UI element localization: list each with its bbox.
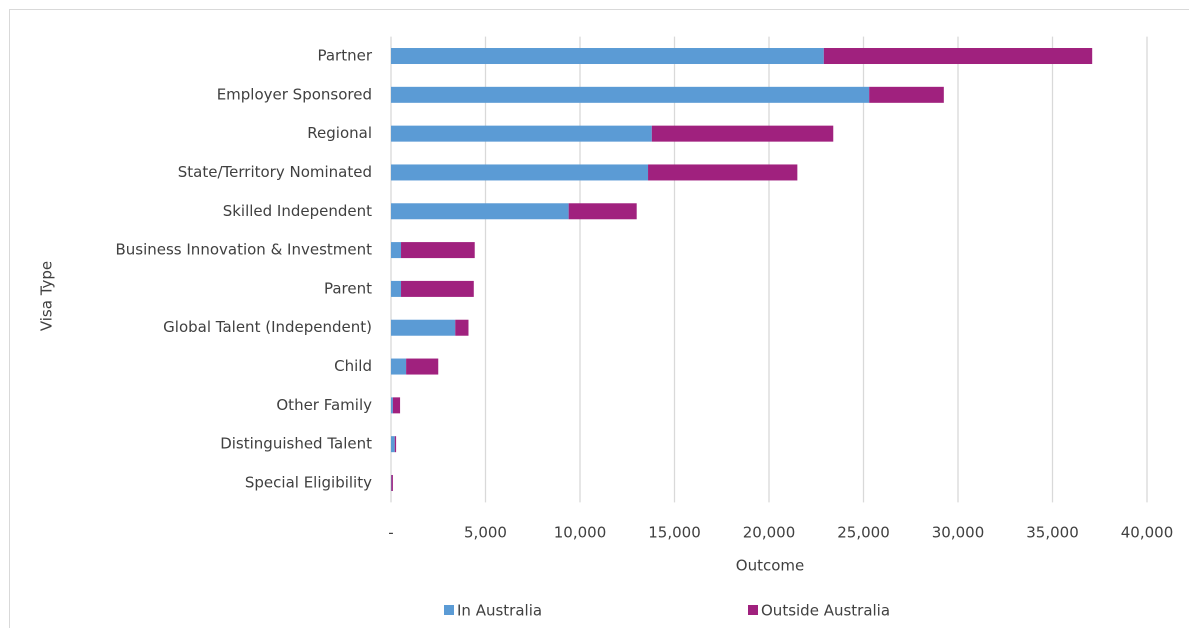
x-tick-label: 30,000 [932, 524, 985, 542]
y-tick-label: Other Family [276, 396, 372, 414]
y-tick-label: Skilled Independent [223, 202, 372, 220]
bar-segment [651, 125, 834, 142]
y-tick-label: Regional [307, 124, 372, 142]
y-axis-title: Visa Type [38, 261, 56, 331]
x-tick-label: 10,000 [554, 524, 607, 542]
bar-segment [391, 125, 652, 142]
y-tick-label: State/Territory Nominated [178, 163, 372, 181]
bar-segment [391, 203, 569, 220]
x-tick-label: 15,000 [648, 524, 701, 542]
bar-segment [455, 319, 469, 336]
bar-segment [391, 474, 393, 491]
bar-segment [391, 48, 824, 65]
bar-segment [391, 164, 649, 181]
x-tick-label: 35,000 [1026, 524, 1079, 542]
x-tick-label: 40,000 [1121, 524, 1174, 542]
bar-segment [391, 242, 402, 259]
bar-segment [391, 358, 407, 375]
bar-segment [391, 280, 402, 297]
y-tick-label: Business Innovation & Investment [115, 241, 372, 259]
bar-segment [823, 48, 1093, 65]
y-tick-label: Child [334, 357, 372, 375]
bar-segment [869, 86, 944, 103]
bar-segment [391, 319, 456, 336]
legend-swatch [444, 605, 454, 615]
x-tick-label: 25,000 [837, 524, 890, 542]
bar-segment [568, 203, 637, 220]
bar-segment [401, 242, 475, 259]
bar-segment [392, 397, 401, 414]
x-tick-label: 5,000 [464, 524, 507, 542]
x-tick-label: 20,000 [743, 524, 796, 542]
y-tick-label: Distinguished Talent [220, 435, 372, 453]
bar-segment [391, 397, 393, 414]
bar-segment [406, 358, 439, 375]
legend-label: Outside Australia [761, 602, 890, 620]
bar-segment [648, 164, 798, 181]
bar-segment [394, 436, 397, 453]
bar-segment [391, 86, 870, 103]
y-tick-label: Parent [324, 279, 372, 297]
legend-label: In Australia [457, 602, 542, 620]
x-axis-title: Outcome [736, 557, 804, 575]
y-tick-label: Special Eligibility [245, 473, 372, 491]
y-tick-label: Global Talent (Independent) [163, 318, 372, 336]
chart-frame [9, 9, 1189, 628]
x-tick-label: - [388, 524, 393, 542]
bar-segment [391, 436, 395, 453]
bar-segment [401, 280, 474, 297]
y-tick-label: Partner [317, 47, 372, 65]
y-tick-label: Employer Sponsored [217, 85, 372, 103]
legend-swatch [748, 605, 758, 615]
